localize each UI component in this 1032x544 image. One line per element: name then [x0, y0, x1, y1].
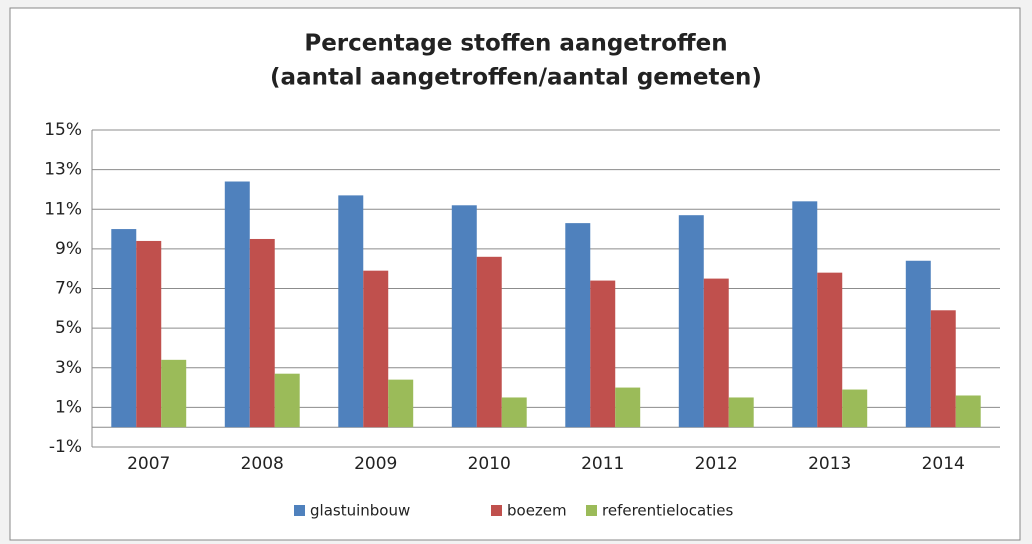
bar [817, 272, 843, 428]
chart-title: Percentage stoffen aangetroffen [304, 31, 727, 57]
bar [274, 373, 300, 428]
bar [678, 215, 704, 428]
legend-swatch [491, 505, 502, 516]
chart-title: (aantal aangetroffen/aantal gemeten) [270, 65, 762, 91]
bar [905, 260, 931, 428]
bar [703, 278, 729, 428]
x-tick-label: 2013 [808, 454, 851, 474]
y-tick-label: -1% [49, 437, 82, 457]
legend-swatch [294, 505, 305, 516]
bar [476, 256, 502, 428]
bar [161, 359, 187, 428]
legend-label: glastuinbouw [310, 502, 410, 520]
legend-swatch [586, 505, 597, 516]
x-tick-label: 2007 [127, 454, 170, 474]
bar [501, 397, 527, 428]
bar [249, 238, 275, 428]
bar [136, 240, 162, 428]
bar [565, 223, 591, 428]
y-tick-label: 13% [44, 160, 82, 180]
x-tick-label: 2010 [468, 454, 511, 474]
x-tick-label: 2011 [581, 454, 624, 474]
y-tick-label: 3% [55, 358, 82, 378]
bar [451, 205, 477, 428]
bar [728, 397, 754, 428]
x-tick-label: 2008 [241, 454, 284, 474]
bar [388, 379, 414, 428]
chart-frame [9, 7, 1021, 541]
legend-label: boezem [507, 502, 567, 520]
y-tick-label: 1% [55, 397, 82, 417]
y-tick-label: 15% [44, 120, 82, 140]
bar [111, 229, 137, 428]
bar [224, 181, 250, 428]
x-tick-label: 2012 [695, 454, 738, 474]
bar [930, 310, 956, 428]
bar [615, 387, 641, 428]
bar [338, 195, 364, 428]
bar [590, 280, 616, 428]
y-tick-label: 5% [55, 318, 82, 338]
y-tick-label: 11% [44, 199, 82, 219]
x-tick-label: 2014 [922, 454, 965, 474]
legend-label: referentielocaties [602, 502, 733, 520]
bar [955, 395, 981, 428]
y-tick-label: 9% [55, 239, 82, 259]
bar [363, 270, 389, 428]
bar [792, 201, 818, 428]
bar [842, 389, 868, 428]
y-tick-label: 7% [55, 279, 82, 299]
x-tick-label: 2009 [354, 454, 397, 474]
